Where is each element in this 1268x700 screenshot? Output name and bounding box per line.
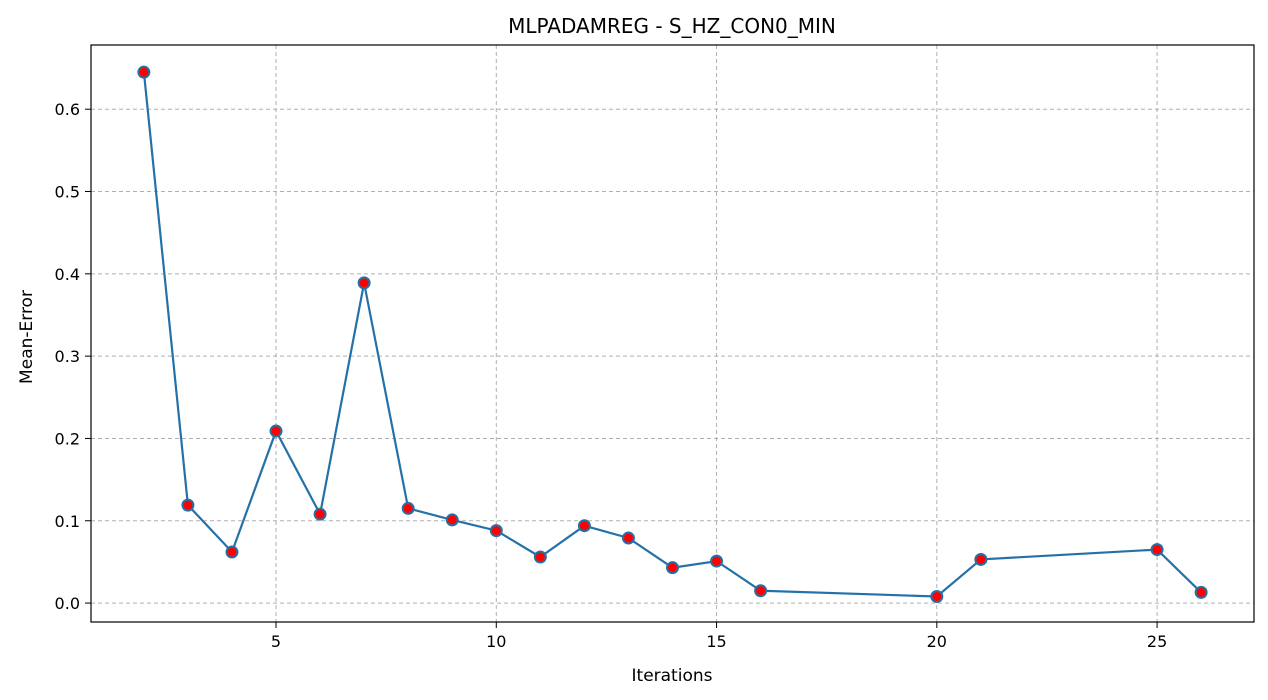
data-point (974, 552, 988, 566)
data-point (137, 65, 151, 79)
y-tick-label: 0.2 (55, 429, 80, 448)
data-point (577, 519, 591, 533)
x-tick-label: 25 (1147, 632, 1167, 651)
data-point (401, 501, 415, 515)
data-point (533, 550, 547, 564)
data-point (621, 531, 635, 545)
x-axis-label: Iterations (632, 666, 713, 686)
series (137, 65, 1208, 603)
data-point (181, 498, 195, 512)
x-tick-label: 10 (486, 632, 506, 651)
y-axis-label: Mean-Error (17, 290, 37, 384)
data-point (666, 561, 679, 575)
x-tick-label: 20 (927, 632, 947, 651)
x-tick-label: 15 (706, 632, 726, 651)
chart-title: MLPADAMREG - S_HZ_CON0_MIN (508, 14, 836, 38)
x-tick-label: 5 (271, 632, 281, 651)
plot-frame (90, 44, 1255, 623)
ticks: 5 10 15 20 25 0.0 0.1 0.2 0.3 0.4 0.5 0.6 (55, 100, 1168, 651)
y-tick-label: 0.4 (55, 265, 80, 284)
y-tick-label: 0.0 (55, 594, 80, 613)
y-tick-label: 0.1 (55, 512, 80, 531)
data-point (489, 524, 503, 538)
y-tick-label: 0.5 (55, 183, 80, 202)
data-point (930, 589, 944, 603)
data-point (313, 507, 327, 521)
data-point (1150, 543, 1164, 557)
data-point (445, 513, 459, 527)
y-tick-label: 0.3 (55, 347, 80, 366)
grid (91, 45, 1254, 622)
y-tick-label: 0.6 (55, 100, 80, 119)
data-point (1194, 585, 1208, 599)
data-point (269, 424, 283, 438)
series-line (142, 72, 1202, 598)
data-point (710, 554, 724, 568)
data-point (357, 276, 371, 290)
data-point (225, 545, 239, 559)
data-point (754, 584, 768, 598)
